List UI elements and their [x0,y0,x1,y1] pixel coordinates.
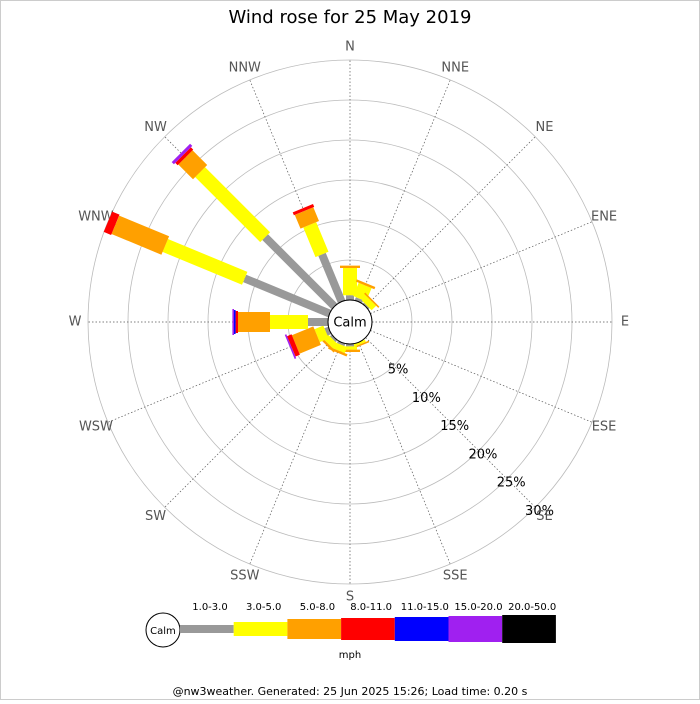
direction-label: ESE [592,420,617,435]
spoke [370,330,593,423]
grid-ring [167,139,533,505]
direction-label: ENE [591,209,617,224]
spoke [358,342,451,565]
direction-label: NW [144,120,167,135]
spoke [365,136,536,307]
legend-label: 20.0-50.0 [508,602,556,613]
bar-segment [318,252,346,304]
direction-label: E [621,315,629,330]
bar-segment [355,279,376,290]
direction-label: NNW [229,60,261,75]
direction-label: WSW [79,420,113,435]
bar-segment [103,209,113,234]
bar-segment [340,265,360,268]
bar-segment [175,147,194,166]
bar-segment [291,326,321,354]
bar-segment [287,334,300,357]
direction-label: SE [536,509,552,524]
bar-segment [308,318,328,326]
bar-segment [162,239,248,285]
spoke [358,79,451,302]
bar-segment [364,292,380,308]
spoke [365,337,536,508]
spoke [370,221,593,314]
legend-swatch [180,625,234,633]
legend-label: 11.0-15.0 [401,602,449,613]
legend-swatch [341,618,395,640]
direction-label: N [345,40,355,55]
bar-segment [103,211,120,235]
bar-segment [171,143,193,165]
legend-label: 3.0-5.0 [246,602,281,613]
legend-swatch [448,616,503,642]
legend-title: mph [339,650,361,661]
bar-segment [292,204,315,216]
bar-segment [238,312,270,332]
legend-label: 5.0-8.0 [300,602,335,613]
bar-segment [324,347,351,358]
bar-segment [352,339,366,348]
footer: @nw3weather. Generated: 25 Jun 2025 15:2… [173,685,528,698]
bar-segment [195,167,271,243]
direction-label: NNE [441,60,469,75]
bar-segment [324,326,332,336]
legend-calm-label: Calm [150,626,176,637]
direction-label: SW [145,509,166,524]
calm-circle [327,299,373,345]
calm-label: Calm [333,316,366,331]
r-tick-label: 10% [412,391,441,406]
grid-ring [87,59,613,585]
bar-segment [329,334,338,343]
legend-label: 15.0-20.0 [454,602,502,613]
bar-segment [346,295,354,300]
bar-segment [337,340,346,347]
direction-label: W [69,315,82,330]
bar-segment [178,150,208,180]
bar-segment [319,336,336,353]
bar-segment [235,311,238,333]
direction-label: NE [535,120,553,135]
r-tick-label: 30% [525,504,554,519]
chart-title: Wind rose for 25 May 2019 [229,7,472,28]
legend-swatch [233,622,288,636]
direction-label: SSE [443,569,468,584]
legend-label: 1.0-3.0 [192,602,227,613]
direction-label: SSW [230,569,260,584]
bar-segment [284,334,297,359]
bar-segment [111,215,170,255]
legend-swatch [394,617,449,641]
spoke [164,337,335,508]
bar-segment [361,295,377,311]
bar-segment [262,234,338,310]
bar-segment [303,222,329,258]
direction-label: WNW [78,209,114,224]
bar-segment [314,325,329,343]
legend-swatch [287,619,342,639]
direction-label: S [346,590,354,605]
legend-label: 8.0-11.0 [350,602,392,613]
bar-segment [294,207,319,229]
r-tick-label: 25% [497,476,526,491]
bar-segment [270,315,308,329]
bar-segment [243,274,332,318]
legend-swatch [502,615,556,643]
bar-segment [232,309,234,335]
bar-segment [362,302,370,310]
bar-segment [234,310,236,334]
spoke [249,342,342,565]
bar-segment [346,344,354,347]
bar-segment [354,297,364,304]
bar-segment [343,268,357,296]
